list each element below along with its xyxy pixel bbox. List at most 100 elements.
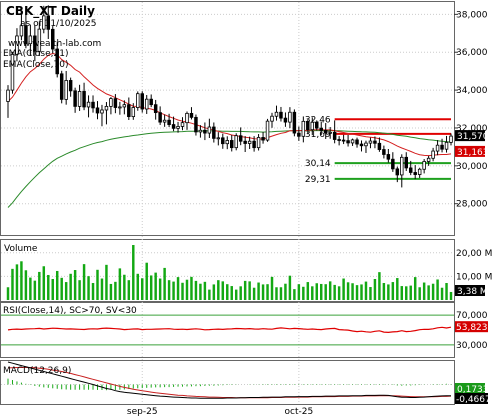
candle-body xyxy=(359,143,364,147)
candle-body xyxy=(229,140,234,149)
volume-bar xyxy=(400,286,404,300)
date-label: sep-25 xyxy=(127,407,158,417)
volume-bar xyxy=(409,285,412,300)
volume-bar xyxy=(221,281,225,300)
candle-body xyxy=(346,140,350,144)
candle-body xyxy=(144,98,149,110)
candle-body xyxy=(350,139,355,144)
rsi-line xyxy=(7,326,452,334)
chart-site: www.wealth-lab.com xyxy=(8,39,101,49)
volume-bar xyxy=(328,281,332,300)
volume-bar xyxy=(373,278,377,300)
candle-body xyxy=(440,144,444,150)
volume-bar xyxy=(422,282,426,300)
candle-body xyxy=(426,157,431,162)
candle-body xyxy=(373,140,377,144)
volume-bar xyxy=(382,283,386,300)
candle-body xyxy=(207,126,212,134)
volume-bar xyxy=(315,283,318,300)
volume-bar xyxy=(69,273,72,300)
price-tick-label: 36,000 xyxy=(456,48,488,58)
macd-line xyxy=(7,361,451,399)
candle-body xyxy=(400,156,404,176)
date-label: oct-25 xyxy=(285,407,314,417)
candle-body xyxy=(288,111,292,123)
volume-bar xyxy=(284,283,287,300)
volume-bar xyxy=(55,270,59,300)
candle-body xyxy=(408,167,413,173)
volume-bar xyxy=(60,277,63,300)
candle-body xyxy=(216,137,221,140)
volume-last-box xyxy=(455,285,485,296)
candle-body xyxy=(37,28,42,52)
candle-body xyxy=(301,120,306,137)
volume-bar xyxy=(234,289,238,300)
candle-body xyxy=(332,131,337,140)
volume-bar xyxy=(297,284,301,300)
candle-body xyxy=(189,112,194,118)
candle-body xyxy=(252,140,256,149)
candle-body xyxy=(221,137,225,145)
macd-signal-label: 0,1733 xyxy=(457,385,489,395)
volume-bar xyxy=(96,269,99,300)
volume-bar xyxy=(199,283,202,300)
candle-body xyxy=(149,98,153,106)
candle-body xyxy=(158,112,162,123)
candle-body xyxy=(82,91,86,108)
volume-bar xyxy=(172,281,175,300)
volume-bar xyxy=(449,291,453,300)
candle-body xyxy=(51,28,55,50)
ema70-line xyxy=(7,130,452,208)
volume-bar xyxy=(306,282,310,300)
volume-tick-label: 10,00 M xyxy=(456,272,492,282)
volume-bar xyxy=(360,284,363,300)
candle-body xyxy=(283,117,288,123)
volume-bar xyxy=(445,283,448,300)
candle-body xyxy=(180,122,185,127)
macd-last-box xyxy=(455,393,488,404)
volume-bar xyxy=(239,286,242,300)
candle-body xyxy=(435,144,440,152)
volume-bar xyxy=(324,284,327,300)
volume-bar xyxy=(6,287,10,300)
candle-body xyxy=(323,130,328,134)
candle-body xyxy=(73,90,77,107)
candle-body xyxy=(86,101,91,108)
volume-bar xyxy=(136,273,139,300)
volume-bar xyxy=(64,282,68,300)
volume-bar xyxy=(266,284,269,300)
candle-body xyxy=(355,139,359,145)
rsi-last-label: 53,8238 xyxy=(456,323,493,333)
candle-body xyxy=(113,98,118,108)
candle-body xyxy=(391,158,395,170)
resistance-label: 31,69 xyxy=(305,130,331,140)
volume-bar xyxy=(355,285,359,300)
candle-body xyxy=(100,109,104,114)
volume-bar xyxy=(212,284,216,300)
last-price-box xyxy=(455,130,485,142)
volume-last-label: 3,38 M xyxy=(457,287,488,297)
volume-bar xyxy=(176,277,180,300)
volume-bar xyxy=(132,245,135,300)
candle-body xyxy=(140,93,144,110)
candle-body xyxy=(109,98,113,107)
candle-body xyxy=(19,25,24,37)
candle-body xyxy=(46,15,51,30)
candle-body xyxy=(127,104,131,118)
candle-body xyxy=(95,107,100,114)
candle-body xyxy=(153,104,158,114)
volume-bar xyxy=(15,264,19,300)
candle-body xyxy=(444,141,449,150)
candle-body xyxy=(243,140,247,144)
candle-body xyxy=(337,139,341,141)
candle-body xyxy=(91,101,95,109)
support-label: 29,31 xyxy=(305,175,331,185)
candle-body xyxy=(104,105,109,111)
candle-body xyxy=(68,80,73,92)
candle-body xyxy=(55,48,59,75)
volume-bar xyxy=(105,264,108,300)
candle-body xyxy=(42,15,46,30)
candle-body xyxy=(274,111,279,117)
last-price-label: 31,570 xyxy=(457,132,489,142)
